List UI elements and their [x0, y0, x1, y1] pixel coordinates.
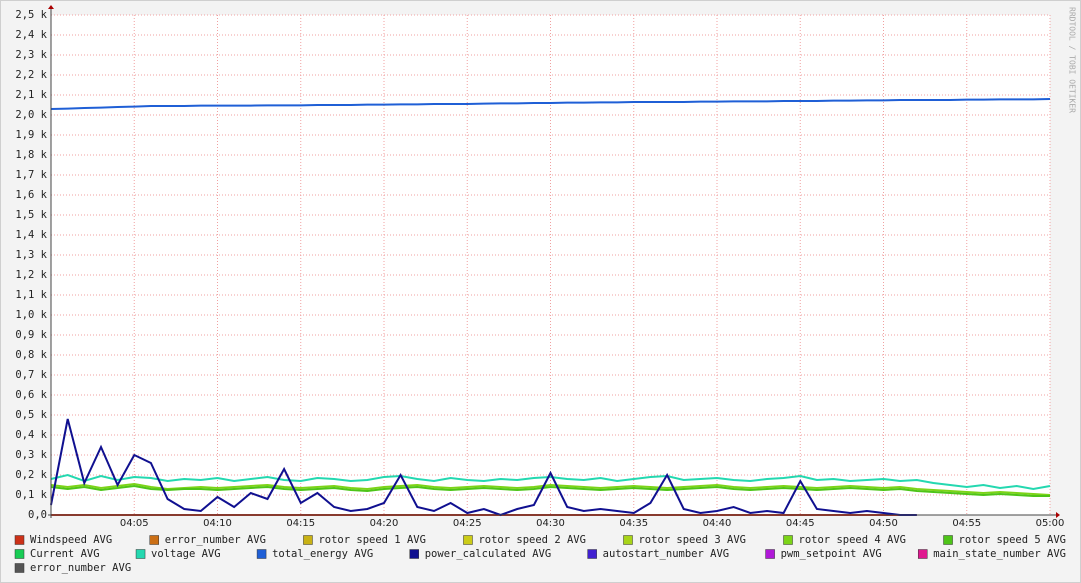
x-tick-label: 04:40 [703, 518, 732, 529]
legend-swatch [303, 535, 313, 545]
y-tick-label: 1,5 k [15, 209, 47, 221]
legend-swatch [943, 535, 953, 545]
y-tick-label: 1,3 k [15, 249, 47, 261]
y-tick-label: 2,3 k [15, 49, 47, 61]
x-tick-label: 04:15 [286, 518, 315, 529]
legend-label: autostart_number AVG [603, 548, 729, 560]
y-tick-label: 1,1 k [15, 289, 47, 301]
legend-swatch [463, 535, 473, 545]
legend-swatch [587, 549, 597, 559]
y-tick-label: 1,4 k [15, 229, 47, 241]
legend-swatch [623, 535, 633, 545]
x-tick-label: 04:55 [952, 518, 981, 529]
y-tick-label: 2,5 k [15, 9, 47, 21]
x-tick-label: 04:30 [536, 518, 565, 529]
legend-item: rotor speed 3 AVG [623, 534, 746, 546]
series-line [50, 482, 1051, 496]
legend-item: rotor speed 5 AVG [943, 534, 1066, 546]
y-tick-label: 0,1 k [15, 489, 47, 501]
series-line [50, 473, 1051, 491]
y-tick-label: 0,2 k [15, 469, 47, 481]
legend-label: power_calculated AVG [425, 548, 551, 560]
legend-item: rotor speed 1 AVG [303, 534, 426, 546]
legend-item: rotor speed 4 AVG [783, 534, 906, 546]
x-tick-label: 04:25 [453, 518, 482, 529]
legend-item: power_calculated AVG [409, 548, 551, 560]
y-tick-label: 2,4 k [15, 29, 47, 41]
y-tick-label: 2,2 k [15, 69, 47, 81]
legend-label: Windspeed AVG [30, 534, 112, 546]
y-tick-label: 0,8 k [15, 349, 47, 361]
y-tick-label: 0,0 [28, 509, 47, 521]
legend-item: total_energy AVG [256, 548, 373, 560]
legend-label: rotor speed 1 AVG [318, 534, 425, 546]
legend-item: autostart_number AVG [587, 548, 729, 560]
series-line [50, 98, 1051, 110]
arrow [48, 5, 54, 9]
arrow [1056, 512, 1060, 518]
y-tick-label: 2,0 k [15, 109, 47, 121]
legend-label: rotor speed 2 AVG [478, 534, 585, 546]
series-line [50, 484, 1050, 497]
legend-item: rotor speed 2 AVG [463, 534, 586, 546]
legend-swatch [14, 535, 25, 545]
legend-item: error_number AVG [14, 562, 131, 574]
legend-item: Windspeed AVG [14, 534, 112, 546]
legend-swatch [917, 549, 928, 559]
legend-label: rotor speed 5 AVG [959, 534, 1066, 546]
legend-label: voltage AVG [151, 548, 221, 560]
legend-swatch [149, 535, 159, 545]
y-tick-label: 1,9 k [15, 129, 47, 141]
legend-swatch [409, 549, 419, 559]
legend-swatch [14, 563, 25, 573]
watermark: RRDTOOL / TOBI OETIKER [1068, 7, 1077, 113]
legend-label: rotor speed 4 AVG [799, 534, 906, 546]
legend-swatch [135, 549, 146, 559]
y-tick-label: 0,7 k [15, 369, 47, 381]
x-tick-label: 04:50 [869, 518, 898, 529]
legend-swatch [14, 549, 25, 559]
y-tick-label: 0,9 k [15, 329, 47, 341]
x-tick-label: 04:05 [120, 518, 149, 529]
legend-item: Current AVG [14, 548, 100, 560]
legend-label: error_number AVG [165, 534, 266, 546]
y-tick-label: 0,5 k [15, 409, 47, 421]
y-tick-label: 1,2 k [15, 269, 47, 281]
legend-label: total_energy AVG [272, 548, 373, 560]
x-tick-label: 05:00 [1036, 518, 1065, 529]
legend-label: rotor speed 3 AVG [638, 534, 745, 546]
legend-label: main_state_number AVG [933, 548, 1066, 560]
y-tick-label: 1,0 k [15, 309, 47, 321]
x-tick-label: 04:35 [619, 518, 648, 529]
legend-item: pwm_setpoint AVG [765, 548, 882, 560]
x-tick-label: 04:45 [786, 518, 815, 529]
y-tick-label: 1,6 k [15, 189, 47, 201]
y-tick-label: 0,3 k [15, 449, 47, 461]
legend-label: pwm_setpoint AVG [781, 548, 882, 560]
legend-item: main_state_number AVG [917, 548, 1066, 560]
y-tick-label: 1,7 k [15, 169, 47, 181]
y-tick-label: 1,8 k [15, 149, 47, 161]
legend-swatch [765, 549, 775, 559]
x-tick-label: 04:10 [203, 518, 232, 529]
legend-label: Current AVG [30, 548, 100, 560]
y-tick-label: 2,1 k [15, 89, 47, 101]
y-tick-label: 0,4 k [15, 429, 47, 441]
y-tick-label: 0,6 k [15, 389, 47, 401]
x-tick-label: 04:20 [370, 518, 399, 529]
legend-swatch [256, 549, 267, 559]
legend-label: error_number AVG [30, 562, 131, 574]
legend-item: voltage AVG [135, 548, 221, 560]
legend-item: error_number AVG [149, 534, 266, 546]
legend-swatch [783, 535, 793, 545]
series-line [50, 418, 917, 517]
